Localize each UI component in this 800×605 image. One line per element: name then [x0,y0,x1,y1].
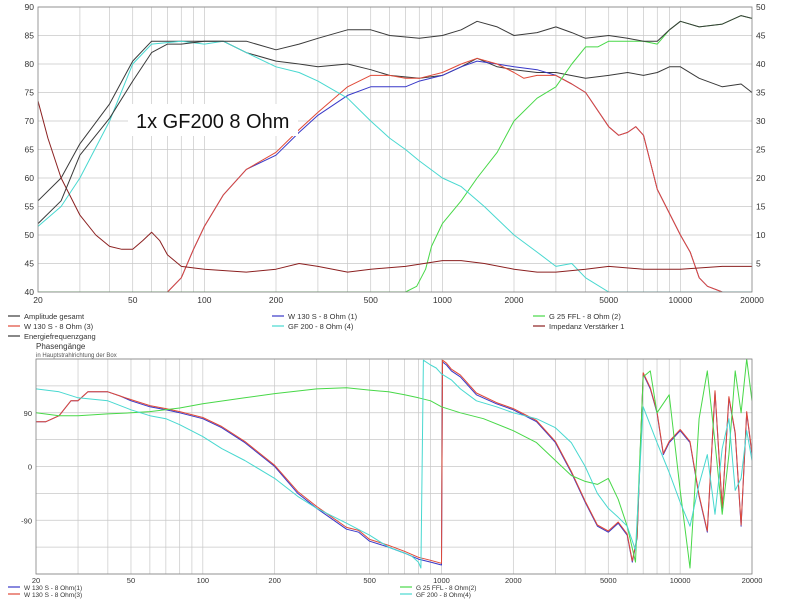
phase-series [36,359,752,569]
phase-grid [36,358,752,575]
x-tick-label: 10000 [670,576,691,585]
legend-label: Amplitude gesamt [24,312,85,321]
y-tick-label: 65 [25,145,35,155]
amplitude-annotation-box: 1x GF200 8 Ohm [128,104,298,136]
y2-tick-label: 5 [756,259,761,269]
y2-tick-label: 10 [756,230,766,240]
x-tick-label: 5000 [600,576,617,585]
legend-label: W 130 S - 8 Ohm (1) [288,312,358,321]
y2-tick-label: 15 [756,202,766,212]
y2-tick-label: 45 [756,31,766,41]
series-line-w-130-s-8-ohm-3 [38,57,723,292]
x-tick-label: 2000 [505,295,524,305]
y2-tick-label: 50 [756,2,766,12]
y-tick-label: 60 [25,173,35,183]
x-tick-label: 50 [128,295,138,305]
y-tick-label: 50 [25,230,35,240]
x-tick-label: 1000 [433,576,450,585]
legend-label: Impedanz Verstärker 1 [549,322,624,331]
plot-frame [37,6,753,293]
series-line-energiefrequenzgang [38,15,752,224]
amplitude-chart: 20 50 100 200 500 1000 2000 5000 10000 20000 40 45 5… [8,2,766,341]
y-tick-label: 0 [28,463,32,472]
y-tick-label: 90 [25,2,35,12]
x-tick-label: 200 [268,576,281,585]
y-tick-label: 80 [25,59,35,69]
legend-label: G 25 FFL - 8 Ohm(2) [416,585,476,592]
x-tick-label: 200 [269,295,283,305]
legend-label: W 130 S - 8 Ohm (3) [24,322,94,331]
plot-frame [35,358,753,575]
x-tick-label: 20 [32,576,40,585]
chart-annotation: 1x GF200 8 Ohm [136,111,289,133]
x-tick-label: 20000 [742,576,763,585]
series-line-w-130-s-8-ohm-1 [36,361,752,566]
y-tick-label: 90 [24,409,32,418]
series-line-impedanz-verst-rker-1 [38,100,752,273]
amplitude-series [38,15,752,292]
series-line-w-130-s-8-ohm-3 [36,359,752,564]
y-tick-label: 70 [25,116,35,126]
series-line-g-25-ffl-8-ohm-2 [36,359,752,569]
series-line-gf-200-8-ohm-4 [38,40,752,292]
x-tick-label: 50 [127,576,135,585]
annotation-background [128,104,298,136]
phase-chart: Phasengänge in Hauptstrahlrichtung der B… [8,342,762,599]
legend-label: W 130 S - 8 Ohm(3) [24,592,82,599]
amplitude-axes: 20 50 100 200 500 1000 2000 5000 10000 20000 40 45 5… [25,2,766,305]
x-tick-label: 500 [363,576,376,585]
x-tick-label: 20 [33,295,43,305]
phase-legend: W 130 S - 8 Ohm(1) G 25 FFL - 8 Ohm(2) W 1… [8,585,476,599]
x-tick-label: 2000 [505,576,522,585]
x-tick-label: 100 [197,576,210,585]
phase-chart-title: Phasengänge [36,342,86,351]
y2-tick-label: 35 [756,88,766,98]
x-tick-label: 100 [197,295,211,305]
phase-axes: 20 50 100 200 500 1000 2000 5000 10000 20000 90 0 -9… [21,358,763,585]
legend-label: GF 200 - 8 Ohm (4) [288,322,354,331]
y2-tick-label: 25 [756,145,766,155]
legend-label: G 25 FFL - 8 Ohm (2) [549,312,621,321]
phase-chart-subtitle: in Hauptstrahlrichtung der Box [36,353,117,359]
x-tick-label: 1000 [433,295,452,305]
series-line-gf-200-8-ohm-4 [36,359,752,569]
x-tick-label: 500 [364,295,378,305]
y2-tick-label: 20 [756,173,766,183]
x-tick-label: 10000 [669,295,693,305]
y2-tick-label: 30 [756,116,766,126]
y-tick-label: -90 [21,516,32,525]
y-tick-label: 85 [25,31,35,41]
x-tick-label: 20000 [740,295,764,305]
y-tick-label: 45 [25,259,35,269]
legend-label: GF 200 - 8 Ohm(4) [416,592,471,599]
y-tick-label: 40 [25,287,35,297]
amplitude-legend: Amplitude gesamt W 130 S - 8 Ohm (1) G 25 … [8,312,624,341]
y-tick-label: 55 [25,202,35,212]
x-tick-label: 5000 [599,295,618,305]
y-tick-label: 75 [25,88,35,98]
legend-label: W 130 S - 8 Ohm(1) [24,585,82,592]
legend-label: Energiefrequenzgang [24,332,96,341]
amplitude-grid [38,6,752,293]
y2-tick-label: 40 [756,59,766,69]
